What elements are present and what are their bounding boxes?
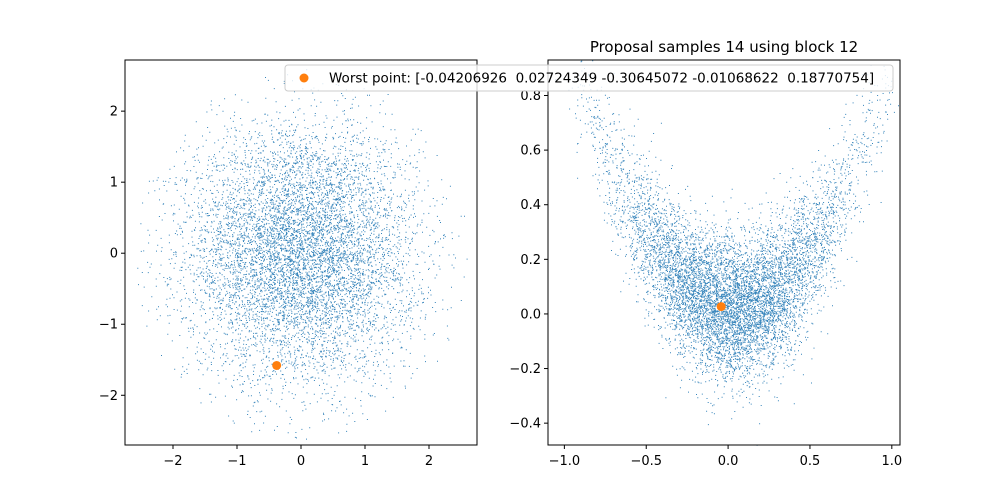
right-x-tick-label: 1.0: [881, 454, 902, 469]
right-y-tick-label: 0.0: [520, 307, 541, 322]
right-x-axis: −1.0 −0.5 0.0 0.5 1.0: [549, 445, 902, 469]
right-y-tick-label: −0.4: [509, 417, 541, 432]
legend-box: [284, 64, 894, 92]
left-x-tick-label: 0: [297, 454, 305, 469]
right-sample-cloud: [555, 60, 899, 446]
right-x-tick-label: −1.0: [549, 454, 581, 469]
legend-marker: [299, 73, 309, 83]
right-y-tick-label: 0.6: [520, 144, 541, 159]
right-axes-frame: [547, 59, 901, 446]
left-x-tick-label: −1: [227, 454, 246, 469]
left-worst-point: [272, 360, 282, 370]
right-y-tick-label: −0.2: [509, 362, 541, 377]
left-x-tick-label: −2: [163, 454, 182, 469]
left-x-tick-label: 2: [425, 454, 433, 469]
left-x-axis: −2 −1 0 1 2: [163, 445, 433, 469]
right-y-axis: −0.4 −0.2 0.0 0.2 0.4 0.6 0.8: [509, 89, 548, 432]
left-y-tick-label: 2: [110, 105, 118, 120]
left-sample-cloud: [137, 69, 468, 440]
left-sample-points: [137, 69, 468, 440]
right-x-tick-label: 0.5: [800, 454, 821, 469]
left-y-tick-label: −1: [99, 318, 118, 333]
right-y-tick-label: 0.2: [520, 253, 541, 268]
right-worst-point-layer: [716, 302, 726, 312]
right-worst-point: [716, 302, 726, 312]
right-y-tick-label: 0.8: [520, 89, 541, 104]
right-y-tick-label: 0.4: [520, 198, 541, 213]
right-scatter-plot: Proposal samples 14 using block 12 −1.0−…: [509, 38, 902, 469]
left-y-tick-label: 0: [110, 247, 118, 262]
left-y-tick-label: −2: [99, 389, 118, 404]
left-scatter-plot: −2 −1 0 1 2 −2 −1 0 1 2: [99, 59, 478, 469]
right-sample-points: [555, 60, 899, 446]
legend-label: Worst point: [-0.04206926 0.02724349 -0.…: [329, 71, 874, 87]
left-y-axis: −2 −1 0 1 2: [99, 105, 125, 404]
right-x-tick-label: −0.5: [630, 454, 662, 469]
chart-title: Proposal samples 14 using block 12: [590, 38, 858, 56]
left-y-tick-label: 1: [110, 176, 118, 191]
left-x-tick-label: 1: [361, 454, 369, 469]
legend: Worst point: [-0.04206926 0.02724349 -0.…: [284, 64, 894, 92]
right-x-tick-label: 0.0: [718, 454, 739, 469]
left-worst-point-layer: [272, 360, 282, 370]
